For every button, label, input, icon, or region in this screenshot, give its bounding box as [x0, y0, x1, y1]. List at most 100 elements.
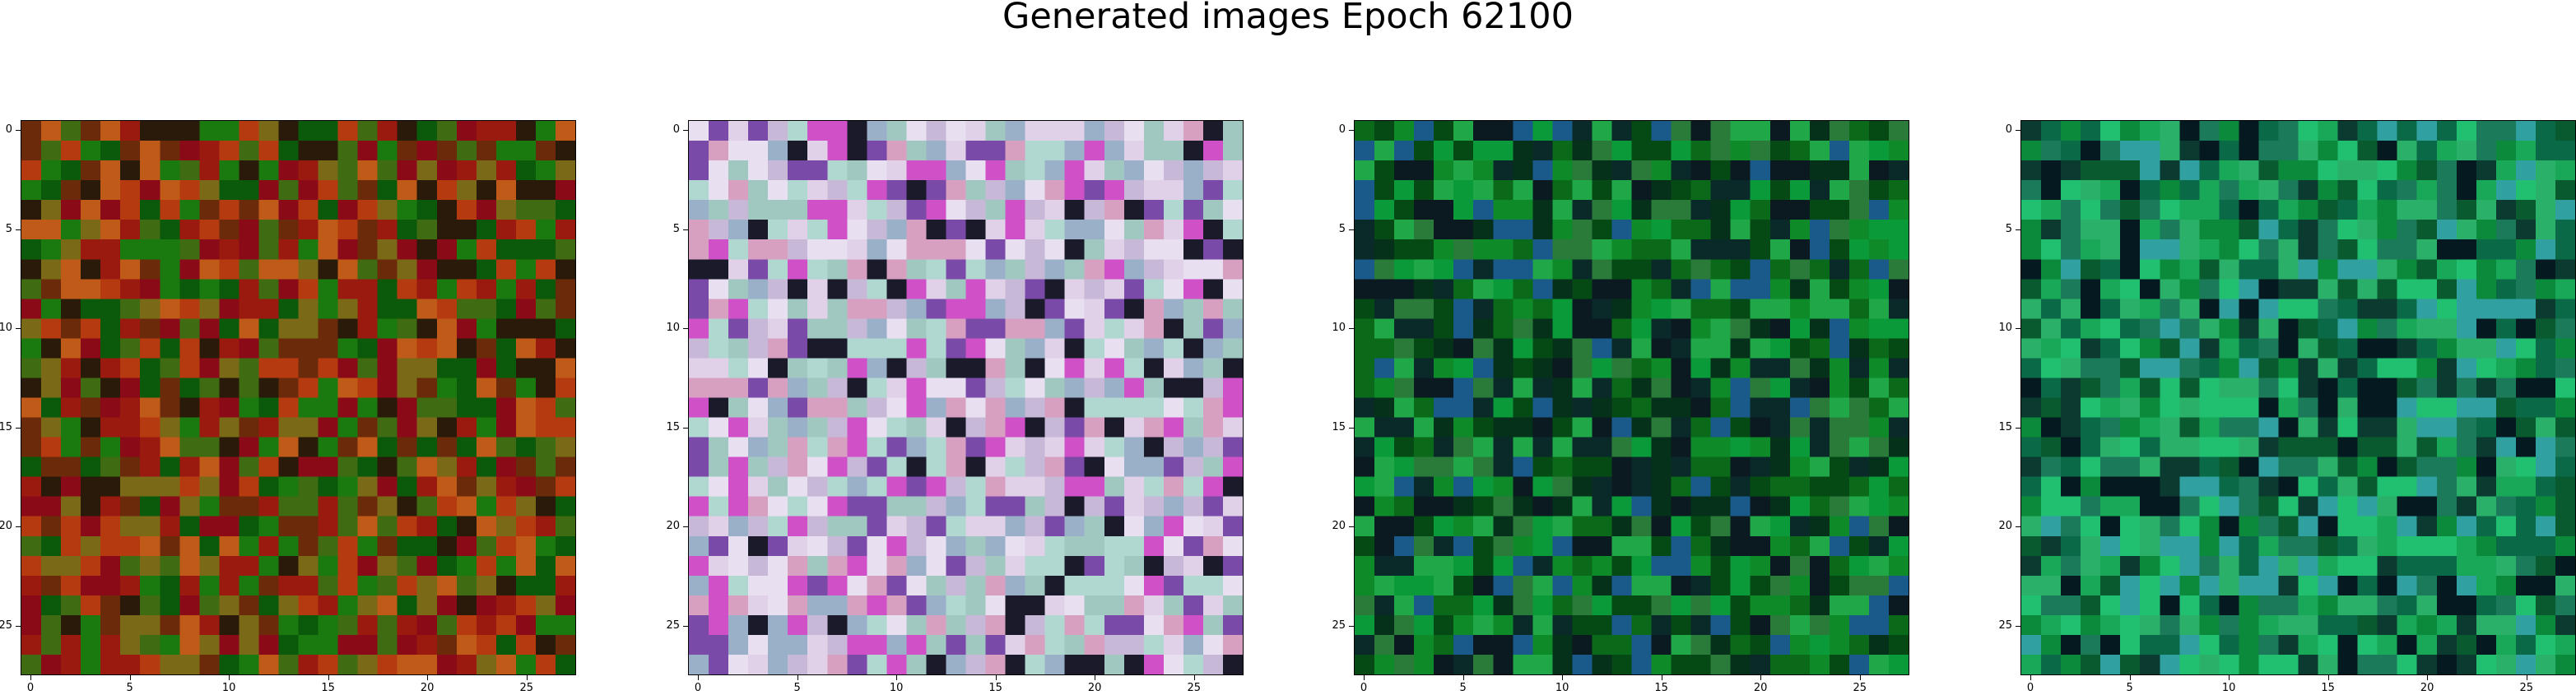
y-tick-label: 15: [666, 420, 680, 433]
x-tick-mark: [1859, 675, 1861, 680]
generated-image-1: [21, 121, 575, 674]
y-tick-mark: [16, 328, 21, 330]
x-tick-label: 20: [1753, 682, 1768, 694]
x-tick-mark: [129, 675, 131, 680]
x-tick-mark: [526, 675, 528, 680]
y-tick-mark: [2016, 625, 2020, 627]
y-tick-label: 15: [0, 420, 12, 433]
y-tick-label: 25: [1332, 619, 1346, 632]
y-tick-mark: [2016, 328, 2020, 330]
y-tick-label: 5: [2005, 222, 2012, 235]
x-tick-label: 5: [2126, 682, 2133, 694]
y-tick-mark: [16, 427, 21, 429]
x-tick-label: 5: [1459, 682, 1467, 694]
y-tick-label: 5: [672, 222, 680, 235]
generated-image-2: [689, 121, 1243, 674]
y-tick-mark: [2016, 526, 2020, 528]
y-tick-label: 25: [1998, 619, 2012, 632]
y-tick-label: 10: [1998, 322, 2012, 335]
y-tick-label: 10: [1332, 322, 1346, 335]
y-tick-mark: [1349, 130, 1354, 132]
generated-image-4: [2021, 121, 2575, 674]
y-tick-label: 20: [1998, 520, 2012, 533]
x-tick-mark: [995, 675, 997, 680]
x-tick-label: 10: [2221, 682, 2236, 694]
x-tick-mark: [2229, 675, 2230, 680]
image-panel-4: [2020, 120, 2576, 675]
generated-image-3: [1355, 121, 1909, 674]
y-tick-label: 25: [666, 619, 680, 632]
y-tick-mark: [16, 526, 21, 528]
y-tick-label: 15: [1332, 420, 1346, 433]
y-tick-label: 10: [0, 322, 12, 335]
x-tick-label: 25: [519, 682, 533, 694]
y-tick-mark: [16, 130, 21, 132]
x-tick-label: 5: [793, 682, 801, 694]
x-tick-mark: [2427, 675, 2429, 680]
image-panel-3: [1354, 120, 1909, 675]
y-tick-label: 20: [666, 520, 680, 533]
y-tick-mark: [16, 229, 21, 230]
x-tick-label: 0: [2026, 682, 2034, 694]
x-tick-mark: [2327, 675, 2329, 680]
x-tick-mark: [1760, 675, 1762, 680]
x-tick-mark: [1562, 675, 1564, 680]
y-tick-mark: [1349, 328, 1354, 330]
x-tick-mark: [896, 675, 898, 680]
y-tick-mark: [683, 625, 688, 627]
image-panel-1: [21, 120, 576, 675]
y-tick-mark: [1349, 229, 1354, 230]
x-tick-mark: [229, 675, 230, 680]
y-tick-label: 20: [0, 520, 12, 533]
x-tick-label: 15: [1654, 682, 1668, 694]
x-tick-label: 15: [321, 682, 335, 694]
y-tick-label: 20: [1332, 520, 1346, 533]
y-tick-mark: [683, 328, 688, 330]
x-tick-label: 0: [26, 682, 35, 694]
x-tick-label: 0: [1360, 682, 1368, 694]
y-tick-label: 15: [1998, 420, 2012, 433]
y-tick-mark: [1349, 625, 1354, 627]
x-tick-label: 10: [889, 682, 904, 694]
y-tick-mark: [683, 130, 688, 132]
x-tick-label: 25: [1853, 682, 1867, 694]
y-tick-label: 10: [666, 322, 680, 335]
x-tick-mark: [2030, 675, 2032, 680]
x-tick-label: 15: [988, 682, 1002, 694]
x-tick-mark: [427, 675, 429, 680]
x-tick-mark: [698, 675, 700, 680]
figure-title: Generated images Epoch 62100: [1002, 0, 1574, 37]
y-tick-label: 0: [672, 123, 680, 137]
x-tick-mark: [1462, 675, 1464, 680]
y-tick-mark: [2016, 427, 2020, 429]
x-tick-label: 25: [2519, 682, 2533, 694]
y-tick-mark: [16, 625, 21, 627]
y-tick-mark: [683, 526, 688, 528]
y-tick-mark: [683, 229, 688, 230]
x-tick-label: 15: [2321, 682, 2335, 694]
y-tick-mark: [2016, 229, 2020, 230]
y-tick-label: 5: [5, 222, 12, 235]
y-tick-label: 5: [1338, 222, 1346, 235]
x-tick-label: 10: [1555, 682, 1569, 694]
x-tick-mark: [2129, 675, 2131, 680]
y-tick-label: 0: [5, 123, 12, 137]
x-tick-label: 10: [221, 682, 236, 694]
y-tick-label: 0: [2005, 123, 2012, 137]
x-tick-label: 20: [420, 682, 435, 694]
y-tick-mark: [683, 427, 688, 429]
x-tick-mark: [797, 675, 798, 680]
y-tick-mark: [2016, 130, 2020, 132]
x-tick-mark: [1193, 675, 1195, 680]
y-tick-mark: [1349, 427, 1354, 429]
x-tick-label: 25: [1187, 682, 1201, 694]
y-tick-label: 25: [0, 619, 12, 632]
x-tick-mark: [1364, 675, 1365, 680]
x-tick-label: 5: [126, 682, 133, 694]
x-tick-mark: [30, 675, 32, 680]
image-panel-2: [688, 120, 1244, 675]
x-tick-mark: [328, 675, 329, 680]
x-tick-label: 20: [2420, 682, 2434, 694]
y-tick-mark: [1349, 526, 1354, 528]
x-tick-label: 0: [694, 682, 702, 694]
